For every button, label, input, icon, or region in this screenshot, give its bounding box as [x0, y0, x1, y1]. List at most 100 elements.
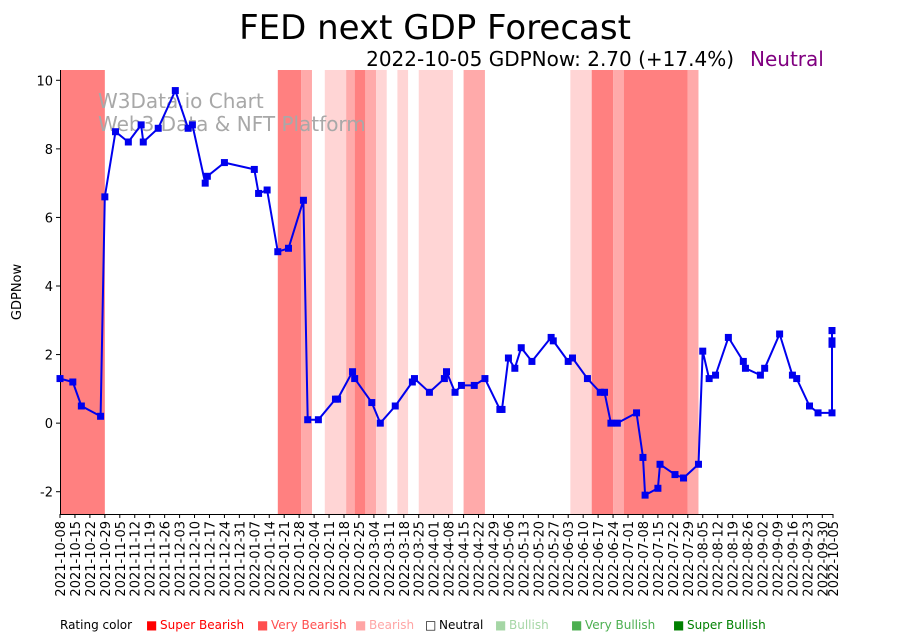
data-point: [739, 357, 747, 365]
x-tick-label: 2022-07-08: [637, 521, 652, 597]
data-point: [583, 375, 591, 383]
data-point: [504, 354, 512, 362]
x-tick-label: 2022-06-10: [577, 521, 592, 597]
data-point: [440, 375, 448, 383]
x-tick-label: 2022-07-29: [682, 521, 697, 597]
x-tick-label: 2022-02-04: [308, 521, 323, 597]
data-point: [705, 375, 713, 383]
rating-band-8: [397, 70, 409, 514]
x-tick-label: 2021-12-17: [203, 521, 218, 597]
rating-band-3: [324, 70, 347, 514]
data-point: [368, 399, 376, 407]
rating-band-10: [463, 70, 485, 514]
data-point: [680, 474, 688, 482]
data-point: [828, 340, 836, 348]
rating-bands: [60, 70, 699, 514]
data-point: [613, 419, 621, 427]
data-point: [470, 381, 478, 389]
data-point: [154, 124, 162, 132]
rating-band-2: [301, 70, 312, 514]
x-tick-label: 2021-10-08: [54, 521, 69, 597]
data-point: [410, 375, 418, 383]
x-tick-label: 2022-02-25: [353, 521, 368, 597]
y-tick-label: 8: [45, 143, 53, 158]
data-point: [776, 330, 784, 338]
x-tick-label: 2022-07-22: [667, 521, 682, 597]
x-tick-label: 2022-07-15: [652, 521, 667, 597]
data-point: [299, 196, 307, 204]
data-point: [756, 371, 764, 379]
rating-band-13: [613, 70, 624, 514]
x-tick-label: 2021-12-10: [189, 521, 204, 597]
x-tick-label: 2022-09-30: [816, 521, 831, 597]
data-point: [828, 409, 836, 417]
data-point: [334, 395, 342, 403]
legend-label-5: Very Bullish: [585, 618, 655, 632]
data-point: [112, 128, 120, 136]
data-point: [349, 368, 357, 376]
rating-band-7: [376, 70, 387, 514]
x-tick-label: 2022-02-11: [323, 521, 338, 597]
legend-marker-3: □: [425, 618, 436, 632]
rating-band-0: [60, 70, 105, 514]
data-point: [498, 405, 506, 413]
y-tick-label: 0: [45, 417, 53, 432]
series-group: [56, 87, 836, 499]
chart-subtitle: 2022-10-05 GDPNow: 2.70 (+17.4%): [366, 47, 734, 71]
x-tick-label: 2022-01-07: [248, 521, 263, 597]
data-point: [806, 402, 814, 410]
data-point: [184, 124, 192, 132]
rating-band-14: [623, 70, 688, 514]
data-point: [139, 138, 147, 146]
data-point: [694, 460, 702, 468]
legend-label-2: Bearish: [369, 618, 414, 632]
x-tick-label: 2021-12-31: [233, 521, 248, 597]
data-point: [511, 364, 519, 372]
data-point: [607, 419, 615, 427]
x-tick-label: 2021-10-22: [84, 521, 99, 597]
x-tick-label: 2022-05-27: [547, 521, 562, 597]
rating-band-15: [687, 70, 699, 514]
legend-label-3: Neutral: [439, 618, 483, 632]
x-tick-label: 2022-10-05: [827, 521, 842, 597]
data-point: [481, 375, 489, 383]
data-point: [528, 357, 536, 365]
x-tick-label: 2021-11-12: [129, 521, 144, 597]
data-point: [376, 419, 384, 427]
x-tick-label: 2022-04-08: [443, 521, 458, 597]
x-tick-label: 2022-05-20: [532, 521, 547, 597]
rating-band-4: [346, 70, 355, 514]
x-tick-label: 2022-04-01: [428, 521, 443, 597]
data-point: [788, 371, 796, 379]
data-point: [425, 388, 433, 396]
data-point: [517, 344, 525, 352]
x-tick-label: 2022-08-19: [727, 521, 742, 597]
x-tick-label: 2022-05-06: [502, 521, 517, 597]
data-point: [255, 189, 263, 197]
data-point: [188, 121, 196, 129]
x-tick-label: 2022-06-24: [607, 521, 622, 597]
data-point: [793, 375, 801, 383]
data-point: [641, 491, 649, 499]
legend-marker-6: ■: [673, 618, 684, 632]
y-tick-label: 6: [45, 211, 53, 226]
data-point: [699, 347, 707, 355]
data-point: [656, 460, 664, 468]
x-tick-label: 2022-07-01: [622, 521, 637, 597]
x-tick-label: 2022-09-23: [801, 521, 816, 597]
y-axis: -2 0 2 4 6 8 10: [36, 74, 60, 501]
legend-title: Rating color: [60, 618, 132, 632]
data-point: [124, 138, 132, 146]
x-tick-label: 2022-06-03: [562, 521, 577, 597]
x-tick-label: 2022-01-14: [263, 521, 278, 597]
legend-label-4: Bullish: [509, 618, 549, 632]
data-point: [274, 248, 282, 256]
y-tick-label: 2: [45, 349, 53, 364]
data-point: [596, 388, 604, 396]
x-axis: 2021-10-08 2021-10-15 2021-10-22 2021-10-29…: [54, 514, 842, 597]
x-tick-label: 2021-11-05: [114, 521, 129, 597]
rating-band-5: [354, 70, 366, 514]
x-tick-label: 2022-05-13: [517, 521, 532, 597]
data-point: [263, 186, 271, 194]
